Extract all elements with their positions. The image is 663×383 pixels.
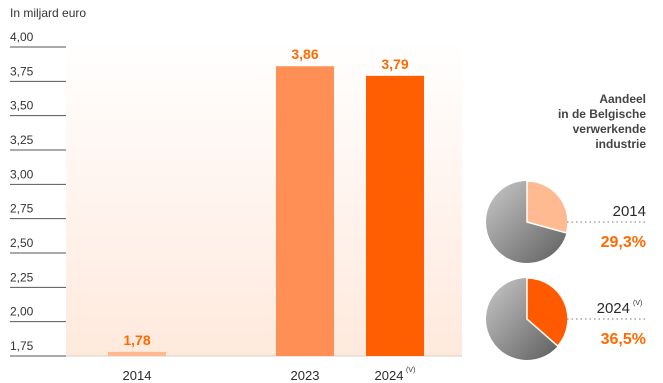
y-tick-label: 2,50 <box>10 236 34 250</box>
y-tick-label: 2,25 <box>10 270 34 284</box>
y-tick-label: 1,75 <box>10 339 34 353</box>
y-axis-label: In miljard euro <box>10 6 86 20</box>
pie-percent-label: 29,3% <box>601 234 646 251</box>
bar-2023[interactable] <box>276 66 334 356</box>
x-category-label: 2014 <box>123 368 152 383</box>
pie-slice-share[interactable] <box>526 180 569 234</box>
y-tick-label: 3,25 <box>10 133 34 147</box>
bar-value-label: 3,79 <box>381 56 408 72</box>
pie-year-superscript: (V) <box>633 300 642 307</box>
y-tick-label: 2,00 <box>10 305 34 319</box>
x-category-label: 2023 <box>291 368 320 383</box>
x-category-superscript: (V) <box>406 367 415 374</box>
pie-year-label: 2024 <box>597 300 630 317</box>
pie-percent-label: 36,5% <box>601 331 646 348</box>
pie-slice-share[interactable] <box>526 277 569 348</box>
x-category-label: 2024 <box>375 368 404 383</box>
pie-title-line: in de Belgische <box>558 107 646 121</box>
y-tick-label: 4,00 <box>10 30 34 44</box>
y-tick-label: 3,00 <box>10 167 34 181</box>
bar-2014[interactable] <box>108 351 166 356</box>
y-tick-label: 3,50 <box>10 99 34 113</box>
y-tick-label: 2,75 <box>10 202 34 216</box>
bar-value-label: 1,78 <box>123 332 150 348</box>
bar-2024[interactable] <box>366 75 424 356</box>
pie-title-line: industrie <box>595 137 646 151</box>
pie-year-label: 2014 <box>613 203 646 220</box>
y-tick-label: 3,75 <box>10 64 34 78</box>
pie-title-line: verwerkende <box>573 122 647 136</box>
pie-slice-remainder <box>486 278 558 360</box>
bar-value-label: 3,86 <box>291 46 318 62</box>
pie-title-line: Aandeel <box>599 92 646 106</box>
